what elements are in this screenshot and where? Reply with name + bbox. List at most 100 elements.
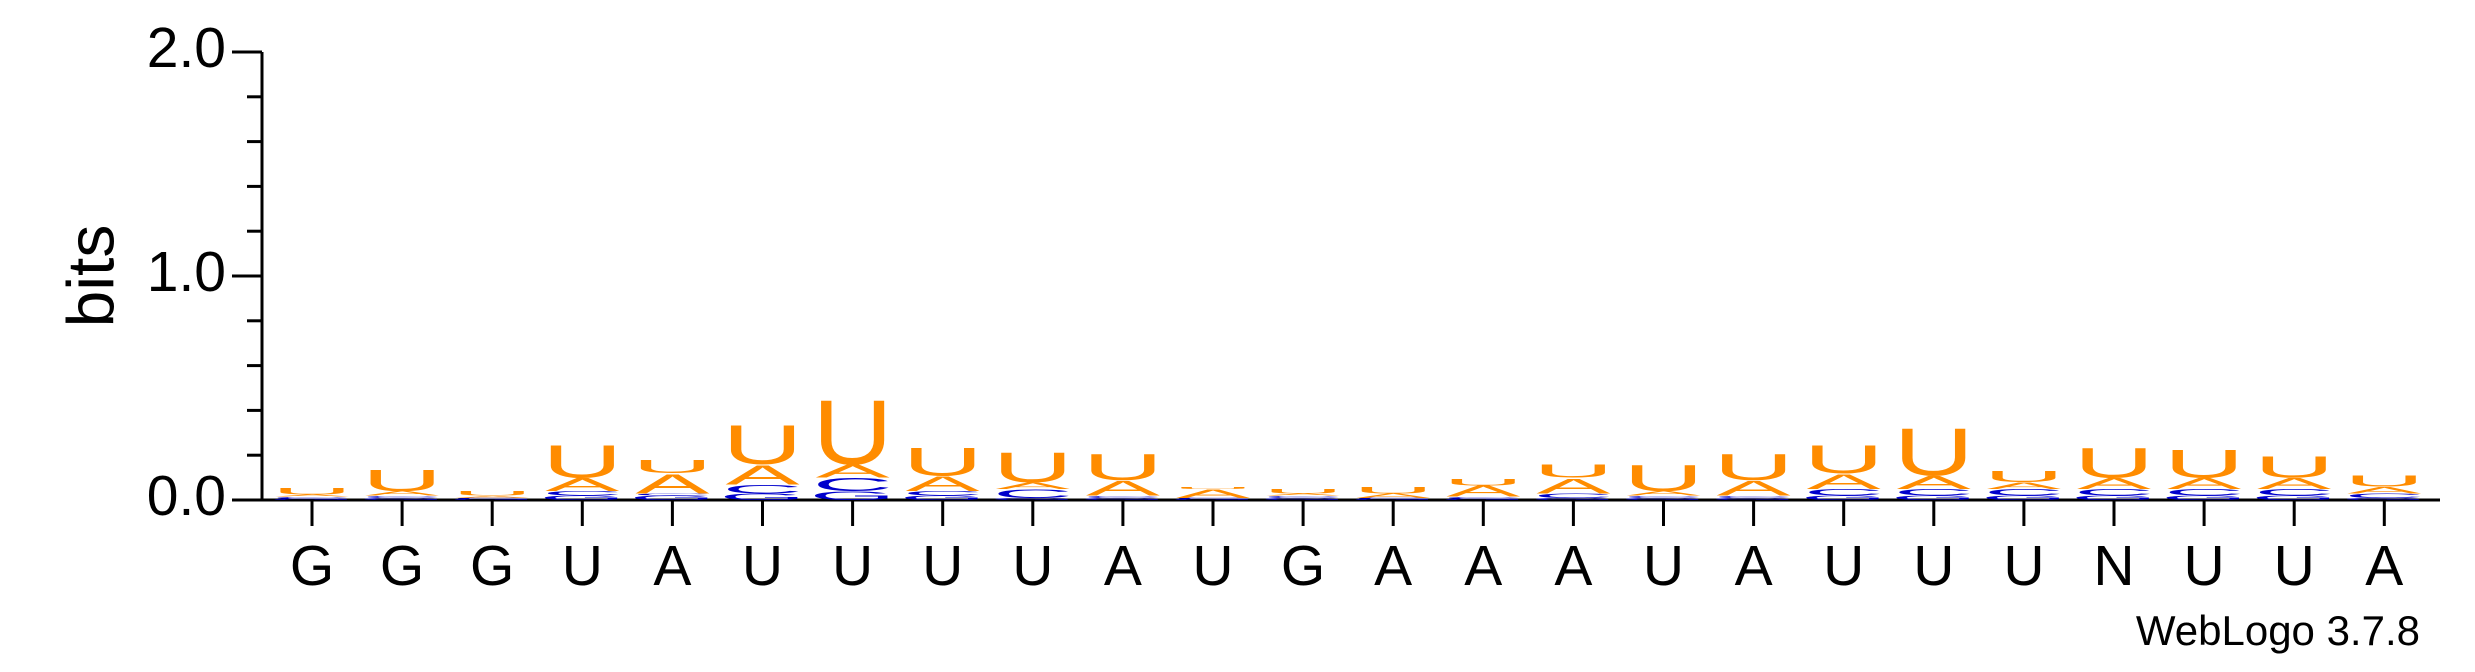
logo-letter: G <box>449 499 535 501</box>
logo-letter: C <box>1263 495 1343 498</box>
x-tick-label: G <box>290 534 334 598</box>
x-tick-label: G <box>380 534 424 598</box>
y-tick-label: 2.0 <box>147 16 226 80</box>
y-tick-label: 0.0 <box>147 464 226 528</box>
logo-letter: A <box>725 460 799 491</box>
logo-letter: A <box>1176 487 1250 501</box>
logo-letter: A <box>365 490 440 497</box>
logo-letter: G <box>1350 499 1436 501</box>
logo-letter: G <box>1800 494 1886 501</box>
logo-letter: C <box>542 490 622 497</box>
logo-letter: C <box>632 493 712 496</box>
logo-letter: A <box>275 494 350 497</box>
logo-letter: C <box>1894 487 1974 497</box>
logo-letter: C <box>2074 487 2154 497</box>
logo-letter: G <box>1260 497 1346 500</box>
logo-letter: A <box>816 461 890 482</box>
logo-letter: G <box>809 489 895 503</box>
x-tick-label: A <box>1464 534 1502 598</box>
logo-letter: U <box>903 439 983 484</box>
x-tick-label: U <box>562 534 603 598</box>
logo-letter: C <box>1984 487 2064 497</box>
logo-letter: U <box>2254 450 2334 484</box>
logo-letter: U <box>1173 486 1253 489</box>
logo-letter: U <box>1083 446 1163 487</box>
logo-letter: A <box>996 480 1071 490</box>
logo-letter: A <box>545 474 619 495</box>
y-axis-label: bits <box>53 225 127 328</box>
logo-letter: C <box>2164 487 2244 497</box>
logo-letter: A <box>1626 490 1701 497</box>
logo-letter: G <box>2071 494 2157 501</box>
logo-letter: C <box>452 497 532 499</box>
logo-letter: G <box>2341 497 2427 500</box>
logo-letter: U <box>1804 437 1884 482</box>
logo-letter: C <box>1804 487 1884 497</box>
logo-letter: U <box>632 456 712 477</box>
logo-letter: U <box>2164 441 2244 486</box>
x-tick-label: A <box>653 534 691 598</box>
x-tick-label: N <box>2093 534 2134 598</box>
logo-letter: G <box>1891 494 1977 501</box>
x-tick-label: A <box>1735 534 1773 598</box>
logo-letter: G <box>1710 497 1796 500</box>
logo-letter: C <box>1173 497 1253 499</box>
logo-letter: C <box>1083 495 1163 498</box>
logo-letter: A <box>1536 474 1611 498</box>
logo-letter: U <box>1713 446 1793 487</box>
logo-letter: A <box>2167 475 2241 492</box>
logo-letter: A <box>2257 475 2331 492</box>
x-tick-label: U <box>2184 534 2225 598</box>
logo-letter: G <box>1170 499 1256 501</box>
logo-letter: G <box>990 497 1076 500</box>
logo-letter: A <box>1987 480 2062 490</box>
logo-letter: U <box>993 443 1073 491</box>
x-tick-label: G <box>1281 534 1325 598</box>
logo-letter: A <box>1266 493 1341 496</box>
logo-letter: A <box>635 469 709 500</box>
y-tick-label: 1.0 <box>147 240 226 304</box>
x-tick-label: U <box>1823 534 1864 598</box>
logo-letter: C <box>993 487 1073 501</box>
logo-letter: G <box>1440 499 1526 501</box>
logo-letter: C <box>812 474 892 495</box>
logo-letter: U <box>1263 488 1343 495</box>
logo-letter: U <box>1894 415 1974 490</box>
logo-letter: U <box>1533 461 1613 482</box>
logo-letter: C <box>903 490 983 497</box>
x-tick-label: U <box>742 534 783 598</box>
logo-letter: C <box>722 482 802 496</box>
logo-letter: A <box>2077 475 2151 492</box>
logo-letter: U <box>1443 477 1523 487</box>
logo-letter: U <box>722 414 802 476</box>
logo-letter: G <box>1620 497 1706 500</box>
logo-letter: U <box>2074 439 2154 487</box>
logo-letter: C <box>1713 495 1793 498</box>
logo-letter: G <box>359 497 445 500</box>
logo-letter: C <box>1533 492 1613 499</box>
logo-letter: U <box>1623 458 1703 499</box>
logo-letter: A <box>1086 476 1161 500</box>
logo-letter: G <box>269 499 355 501</box>
logo-letter: C <box>1353 497 1433 499</box>
x-tick-label: A <box>1374 534 1412 598</box>
x-tick-label: U <box>2274 534 2315 598</box>
logo-letter: U <box>1984 468 2064 485</box>
logo-letter: U <box>1353 485 1433 495</box>
logo-letter: C <box>1623 495 1703 498</box>
logo-letter: C <box>362 495 442 498</box>
logo-letter: G <box>2161 494 2247 501</box>
x-tick-label: U <box>2003 534 2044 598</box>
logo-letter: U <box>272 486 352 496</box>
logo-letter: A <box>1356 492 1431 499</box>
logo-letter: G <box>1530 497 1616 500</box>
x-tick-label: U <box>1643 534 1684 598</box>
logo-letter: A <box>906 472 981 496</box>
logo-letter: G <box>1080 497 1166 500</box>
logo-letter: U <box>812 381 892 484</box>
logo-letter: C <box>2254 487 2334 497</box>
logo-letter: A <box>1807 469 1882 493</box>
logo-letter: A <box>1897 472 1971 493</box>
